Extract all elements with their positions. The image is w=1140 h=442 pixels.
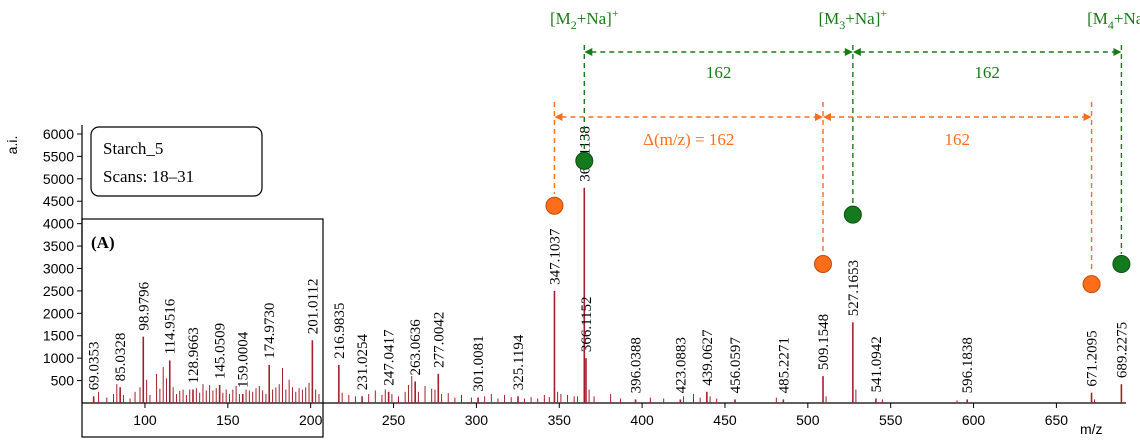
x-tick-label: 250 — [382, 412, 406, 428]
species-label-tail: +Na] — [1114, 9, 1140, 28]
y-tick-label: 5500 — [43, 148, 74, 164]
peak-label: 596.1838 — [960, 337, 976, 393]
species-label: [M4+Na]+ — [1087, 6, 1140, 32]
peak-label: 347.1037 — [547, 228, 563, 285]
orange-gap-label: Δ(m/z) = 162 — [643, 130, 734, 149]
species-label-label: [M — [819, 9, 840, 28]
peak-label: 174.9730 — [262, 303, 278, 359]
peak-label: 541.0942 — [869, 336, 885, 392]
green-gap-arrow-head-left — [584, 48, 593, 56]
peak-label: 396.0388 — [629, 337, 645, 393]
species-label-sub: 2 — [571, 18, 577, 32]
y-tick-label: 2000 — [43, 305, 74, 321]
orange-marker — [1082, 275, 1101, 294]
y-tick-label: 2500 — [43, 283, 74, 299]
peak-label: 671.2095 — [1085, 330, 1101, 386]
species-label-sup: + — [612, 6, 619, 20]
x-axis-label: m/z — [1080, 421, 1103, 437]
peak-label: 247.0417 — [382, 329, 398, 386]
peak-label: 325.1194 — [511, 334, 527, 390]
y-tick-label: 5000 — [43, 171, 74, 187]
peak-label: 231.0254 — [355, 334, 371, 391]
info-box — [90, 126, 263, 197]
y-tick-label: 1000 — [43, 350, 74, 366]
y-tick-label: 4500 — [43, 193, 74, 209]
species-label: [M2+Na]+ — [550, 6, 619, 32]
peak-label: 114.9516 — [163, 298, 179, 354]
orange-gap-label: 162 — [945, 130, 971, 149]
orange-gap-arrow-head-left — [554, 113, 563, 121]
green-gap-arrow-head-right — [844, 48, 853, 56]
peak-label: 69.0353 — [87, 342, 103, 391]
green-gap-label: 162 — [974, 63, 1000, 82]
x-tick-label: 550 — [879, 412, 903, 428]
peak-label: 277.0042 — [431, 312, 447, 368]
x-tick-label: 350 — [548, 412, 572, 428]
peak-label: 366.1152 — [579, 296, 595, 352]
peak-label: 201.0112 — [305, 279, 321, 335]
peak-label: 689.2275 — [1114, 322, 1130, 378]
orange-gap-arrow-head-right — [1083, 113, 1092, 121]
peak-label: 509.1548 — [816, 314, 832, 370]
peak-label: 439.0627 — [700, 329, 716, 386]
x-tick-label: 100 — [133, 412, 157, 428]
green-marker — [575, 151, 594, 170]
green-gap-arrow-head-right — [1113, 48, 1122, 56]
peak-label: 423.0883 — [673, 337, 689, 393]
info-box-name: Starch_5 — [103, 139, 163, 158]
peak-label: 216.9835 — [332, 303, 348, 359]
species-label-label: [M — [1087, 9, 1108, 28]
y-tick-label: 4000 — [43, 216, 74, 232]
y-axis-label: a.i. — [4, 136, 20, 155]
x-tick-label: 400 — [630, 412, 654, 428]
peak-label: 485.2271 — [776, 337, 792, 393]
peak-label: 263.0636 — [408, 319, 424, 376]
x-tick-label: 300 — [465, 412, 489, 428]
peak-label: 145.0509 — [213, 323, 229, 379]
orange-marker — [545, 196, 564, 215]
green-marker — [1112, 255, 1131, 273]
peak-label: 85.0328 — [113, 333, 129, 382]
y-tick-label: 3500 — [43, 238, 74, 254]
green-gap-label: 162 — [706, 63, 732, 82]
species-label-tail: +Na] — [577, 9, 612, 28]
orange-gap-arrow-head-right — [814, 113, 823, 121]
orange-gap-arrow-head-left — [822, 113, 831, 121]
x-tick-label: 600 — [962, 412, 986, 428]
y-tick-label: 1500 — [43, 328, 74, 344]
y-tick-label: 3000 — [43, 260, 74, 276]
x-tick-label: 450 — [713, 412, 737, 428]
species-label: [M3+Na]+ — [819, 6, 888, 32]
x-tick-label: 200 — [299, 412, 323, 428]
orange-marker — [813, 255, 832, 273]
species-label-sub: 4 — [1108, 18, 1114, 32]
panel-label: (A) — [91, 233, 115, 252]
y-tick-label: 500 — [51, 373, 75, 389]
peak-label: 456.0597 — [728, 337, 744, 394]
peak-label: 98.9796 — [136, 281, 152, 330]
species-label-label: [M — [550, 9, 571, 28]
peak-label: 159.0004 — [236, 331, 252, 388]
info-box-scans: Scans: 18–31 — [103, 167, 194, 186]
y-tick-label: 6000 — [43, 126, 74, 142]
x-tick-label: 650 — [1045, 412, 1069, 428]
species-label-tail: +Na] — [845, 9, 880, 28]
species-label-sup: + — [880, 6, 887, 20]
peak-label: 527.1653 — [846, 260, 862, 316]
species-label-sub: 3 — [839, 18, 845, 32]
peak-label: 128.9663 — [186, 327, 202, 383]
green-gap-arrow-head-left — [852, 48, 861, 56]
x-tick-label: 150 — [216, 412, 240, 428]
x-tick-label: 500 — [796, 412, 820, 428]
region-box — [81, 218, 324, 438]
peak-label: 301.0081 — [471, 335, 487, 391]
green-marker — [843, 205, 862, 224]
